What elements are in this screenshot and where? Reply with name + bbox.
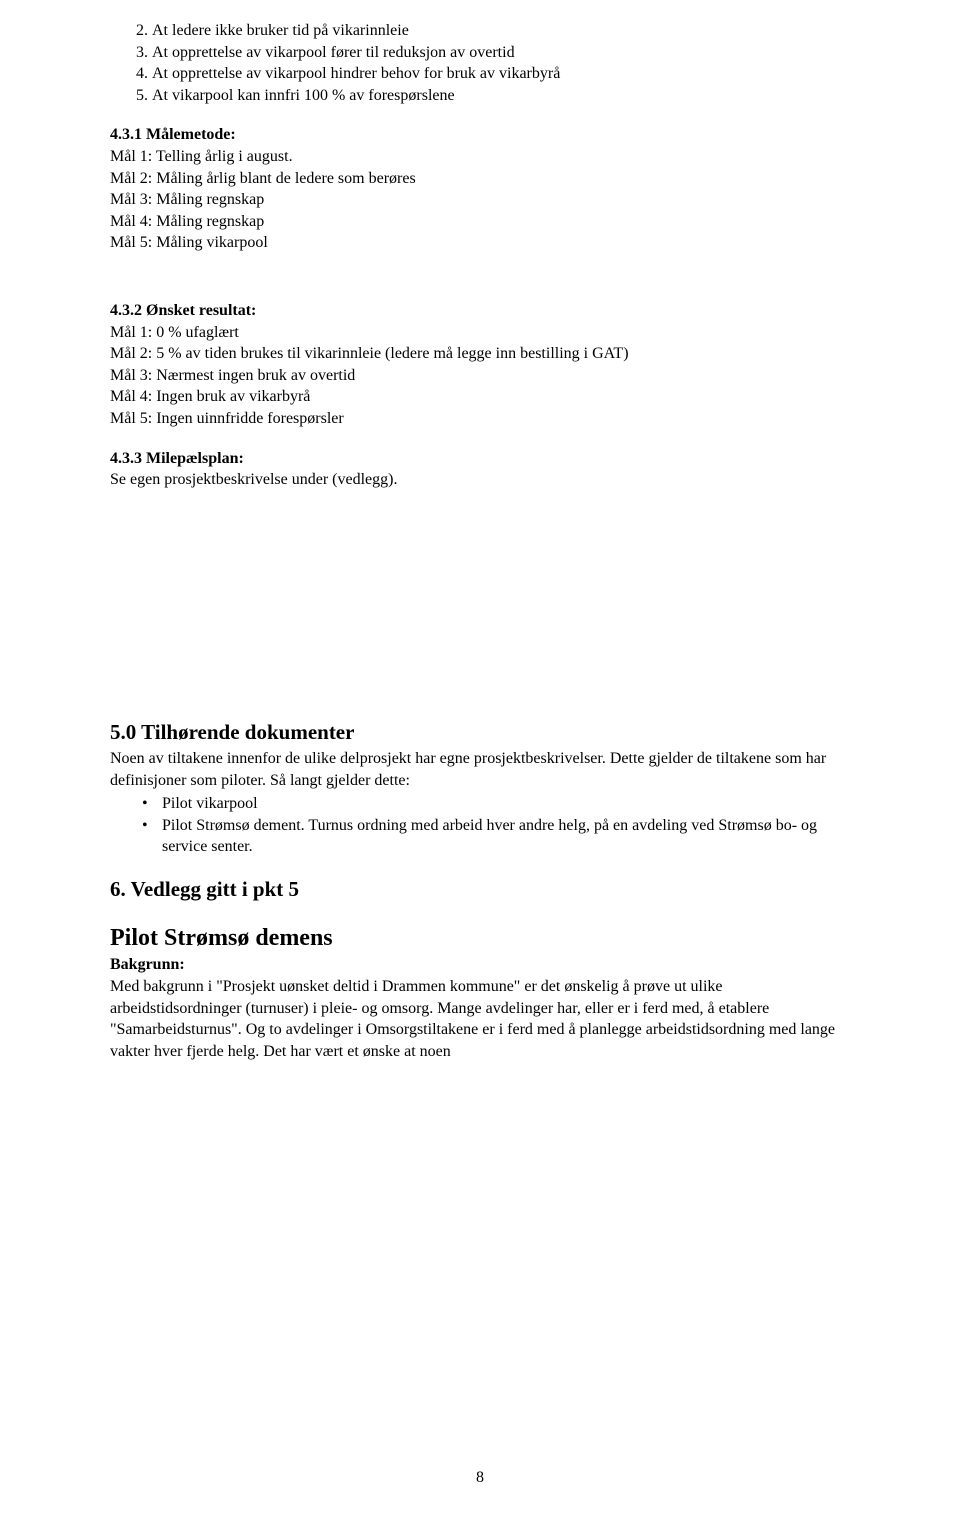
- section-6: 6. Vedlegg gitt i pkt 5: [110, 876, 850, 903]
- page-number: 8: [0, 1469, 960, 1487]
- heading-432: 4.3.2 Ønsket resultat:: [110, 300, 850, 322]
- section-431: 4.3.1 Målemetode: Mål 1: Telling årlig i…: [110, 124, 850, 254]
- document-page: At ledere ikke bruker tid på vikarinnlei…: [0, 0, 960, 1515]
- section-433: 4.3.3 Milepælsplan: Se egen prosjektbesk…: [110, 448, 850, 491]
- list-item: Pilot Strømsø dement. Turnus ordning med…: [162, 815, 850, 858]
- text-line: Mål 1: Telling årlig i august.: [110, 146, 850, 168]
- heading-433: 4.3.3 Milepælsplan:: [110, 448, 850, 470]
- list-item: At opprettelse av vikarpool fører til re…: [152, 42, 850, 64]
- text-bakgrunn: Med bakgrunn i "Prosjekt uønsket deltid …: [110, 976, 850, 1062]
- numbered-list-vikarpool: At ledere ikke bruker tid på vikarinnlei…: [110, 20, 850, 106]
- subheading-bakgrunn: Bakgrunn:: [110, 954, 850, 976]
- list-item: At vikarpool kan innfri 100 % av forespø…: [152, 85, 850, 107]
- text-line: Mål 2: Måling årlig blant de ledere som …: [110, 168, 850, 190]
- text-line: Mål 3: Måling regnskap: [110, 189, 850, 211]
- text-line: Mål 3: Nærmest ingen bruk av overtid: [110, 365, 850, 387]
- list-item: Pilot vikarpool: [162, 793, 850, 815]
- section-50: 5.0 Tilhørende dokumenter Noen av tiltak…: [110, 719, 850, 858]
- section-432: 4.3.2 Ønsket resultat: Mål 1: 0 % ufaglæ…: [110, 300, 850, 430]
- text-line: Mål 2: 5 % av tiden brukes til vikarinnl…: [110, 343, 850, 365]
- text-line: Se egen prosjektbeskrivelse under (vedle…: [110, 469, 850, 491]
- section-pilot: Pilot Strømsø demens Bakgrunn: Med bakgr…: [110, 923, 850, 1062]
- text-line: Mål 5: Måling vikarpool: [110, 232, 850, 254]
- bullet-list-pilots: Pilot vikarpool Pilot Strømsø dement. Tu…: [110, 793, 850, 858]
- text-line: Mål 5: Ingen uinnfridde forespørsler: [110, 408, 850, 430]
- text-line: Mål 4: Måling regnskap: [110, 211, 850, 233]
- heading-431: 4.3.1 Målemetode:: [110, 124, 850, 146]
- text-line: Mål 4: Ingen bruk av vikarbyrå: [110, 386, 850, 408]
- list-item: At ledere ikke bruker tid på vikarinnlei…: [152, 20, 850, 42]
- text-line: Mål 1: 0 % ufaglært: [110, 322, 850, 344]
- heading-6: 6. Vedlegg gitt i pkt 5: [110, 876, 850, 903]
- heading-pilot: Pilot Strømsø demens: [110, 923, 850, 954]
- intro-50: Noen av tiltakene innenfor de ulike delp…: [110, 748, 850, 791]
- list-item: At opprettelse av vikarpool hindrer beho…: [152, 63, 850, 85]
- heading-50: 5.0 Tilhørende dokumenter: [110, 719, 850, 746]
